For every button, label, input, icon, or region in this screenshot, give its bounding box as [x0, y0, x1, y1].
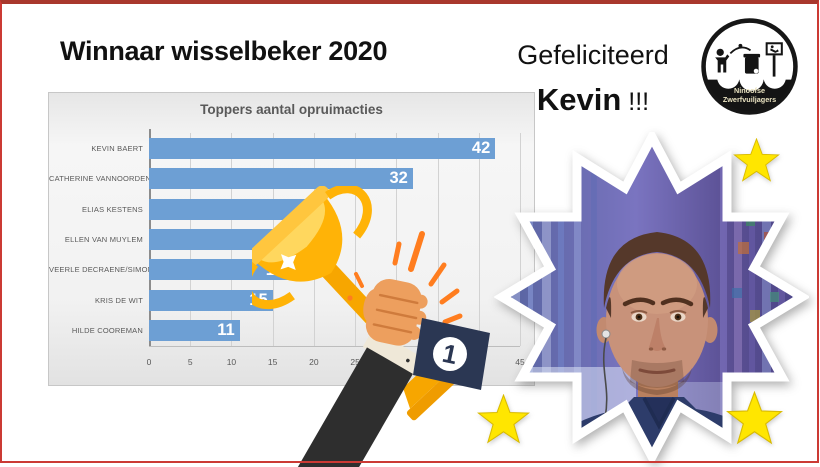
star-icon	[726, 391, 783, 445]
hair	[603, 232, 711, 308]
suit-sleeve	[296, 329, 425, 467]
flag-number-one: 1	[413, 318, 490, 390]
bar-value-label: 32	[389, 169, 408, 188]
sparkle-icon	[280, 254, 297, 270]
hand-fist	[363, 278, 428, 346]
x-tick-label: 25	[350, 357, 360, 367]
gridline	[520, 133, 521, 346]
bar: 42	[149, 137, 496, 159]
congrats-name-line: Kevin !!!	[486, 82, 700, 118]
bar: 11	[149, 320, 240, 342]
trophy-illustration: 1	[252, 186, 490, 467]
category-label: ELLEN VAN MUYLEM	[64, 234, 143, 244]
x-tick-label: 20	[309, 357, 319, 367]
x-tick-label: 10	[226, 357, 237, 367]
flag-number: 1	[440, 338, 460, 370]
logo-text-line1: Ninoofse	[734, 86, 765, 95]
chart-row: HILDE COOREMAN 11	[72, 316, 520, 346]
x-tick-label: 0	[146, 357, 152, 367]
chart-title: Toppers aantal opruimacties	[200, 102, 383, 117]
category-label: ELIAS KESTENS	[82, 204, 143, 214]
sign-icon	[765, 42, 783, 77]
category-label: HILDE COOREMAN	[71, 326, 143, 336]
category-label: KEVIN BAERT	[91, 143, 143, 153]
category-label: VEERLE DECRAENE/SIMON	[49, 265, 154, 275]
star-frame-border	[494, 132, 809, 462]
club-logo: Ninoofse Zwerfvuiljagers	[701, 18, 798, 115]
gridline	[437, 133, 439, 346]
chart-row: KEVIN BAERT 42	[91, 133, 520, 163]
litter-dot-icon	[738, 43, 743, 48]
category-label: CATHERINE VANNOORDEN	[49, 174, 152, 184]
congrats-block: Gefeliciteerd Kevin !!!	[486, 40, 700, 118]
chart-row: CATHERINE VANNOORDEN 32	[49, 163, 520, 193]
litter-thrower-icon	[715, 48, 730, 73]
trash-bin-icon	[743, 53, 761, 74]
bar: 32	[149, 168, 413, 190]
gridline	[396, 133, 398, 346]
bar-value-label: 42	[471, 138, 491, 157]
bar-value-label: 11	[217, 321, 235, 340]
burst-lines-icon	[354, 231, 463, 325]
earbud-icon	[601, 329, 611, 339]
x-tick-label: 5	[187, 357, 193, 367]
x-tick-label: 15	[267, 357, 278, 367]
x-tick-label: 45	[515, 357, 525, 367]
category-label: KRIS DE WIT	[94, 295, 143, 305]
congrats-exclamation: !!!	[628, 88, 650, 116]
congrats-text: Gefeliciteerd	[517, 40, 669, 70]
logo-text-line2: Zwerfvuiljagers	[723, 95, 776, 104]
star-icon	[477, 394, 530, 444]
star-icon	[733, 138, 780, 182]
page-title: Winnaar wisselbeker 2020	[60, 36, 388, 66]
winner-name: Kevin	[536, 82, 622, 117]
gridline	[478, 133, 480, 346]
gridline	[355, 133, 357, 346]
